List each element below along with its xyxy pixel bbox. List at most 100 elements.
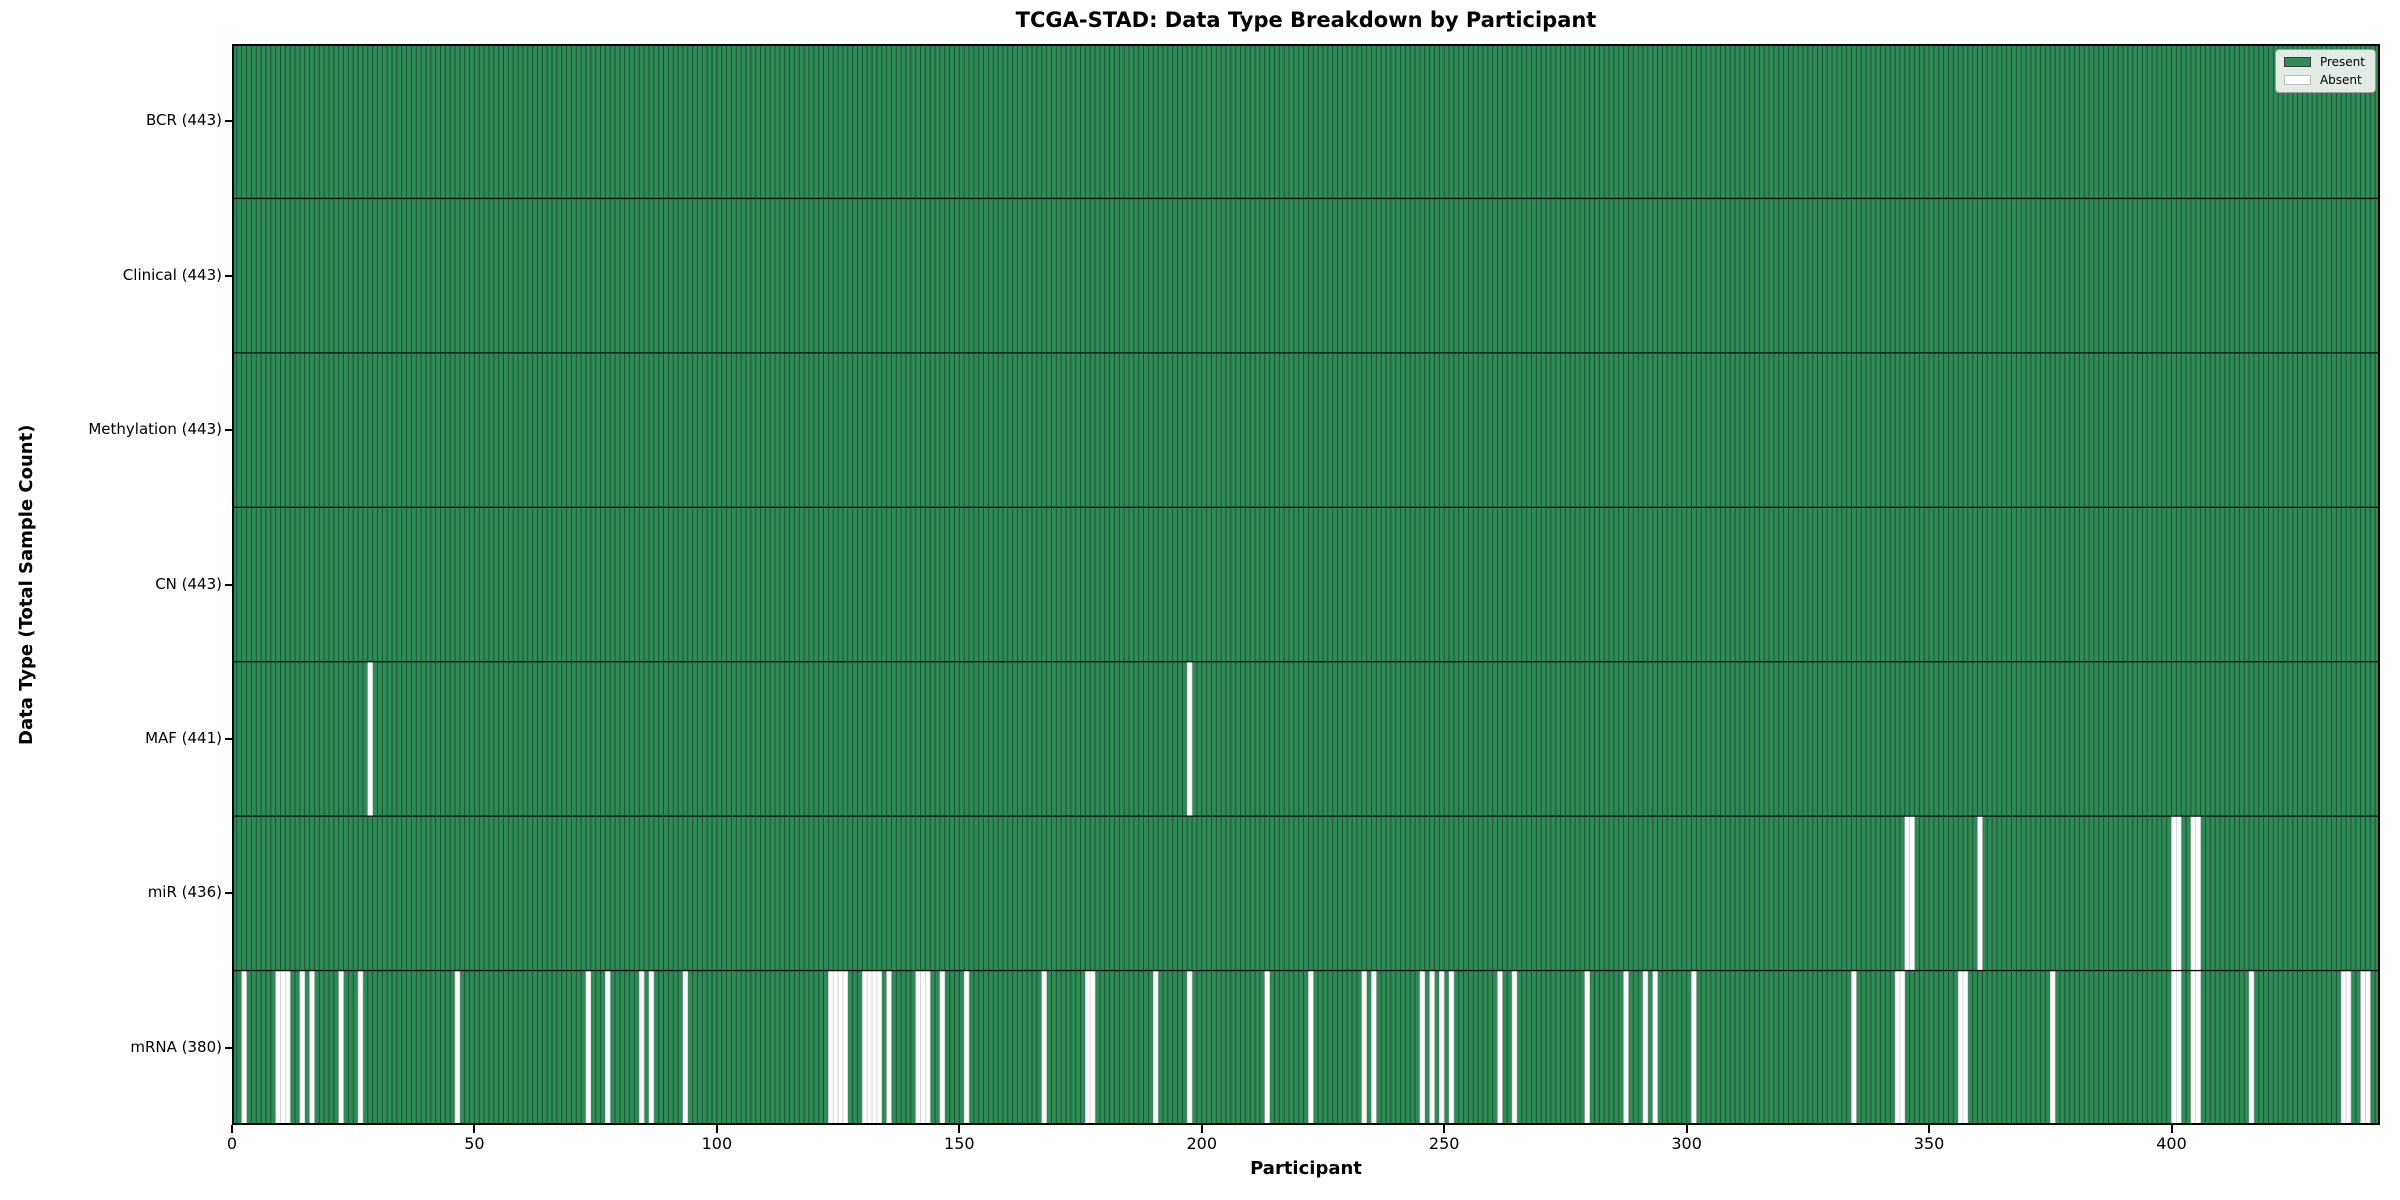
absent-cell	[2190, 815, 2197, 971]
x-tick-label: 200	[1186, 1134, 1218, 1153]
absent-cell	[1851, 970, 1857, 1125]
y-tick-mark	[225, 1046, 232, 1049]
absent-cell	[648, 970, 655, 1125]
x-tick-mark	[1928, 1125, 1931, 1133]
absent-cell	[2049, 970, 2056, 1125]
absent-cell	[1894, 970, 1901, 1125]
x-axis-title: Participant	[1250, 1158, 1362, 1179]
absent-cell	[284, 970, 291, 1125]
absent-cell	[1691, 970, 1697, 1125]
absent-cell	[605, 970, 611, 1125]
y-tick-label: Methylation (443)	[88, 420, 222, 439]
absent-cell	[275, 970, 281, 1125]
y-tick-label: Clinical (443)	[122, 265, 222, 284]
absent-cell	[828, 970, 834, 1125]
x-tick-label: 350	[1913, 1134, 1945, 1153]
chart-title: TCGA-STAD: Data Type Breakdown by Partic…	[1015, 8, 1597, 32]
cell-edge-lines	[236, 44, 2376, 1125]
absent-cell	[338, 970, 344, 1125]
absent-cell	[1085, 970, 1091, 1125]
y-tick-mark	[225, 274, 232, 277]
x-tick-mark	[1443, 1125, 1446, 1133]
absent-cell	[2195, 970, 2201, 1125]
absent-cell	[1041, 970, 1047, 1125]
absent-cell	[2195, 815, 2201, 971]
absent-cell	[2345, 970, 2352, 1125]
absent-cell	[832, 970, 839, 1125]
x-tick-mark	[2170, 1125, 2173, 1133]
absent-cell	[915, 970, 921, 1125]
absent-cell	[1186, 970, 1193, 1125]
absent-cell	[1977, 815, 1983, 971]
absent-cell	[866, 970, 873, 1125]
absent-cells	[241, 661, 2371, 1125]
absent-cell	[682, 970, 689, 1125]
y-tick-label: BCR (443)	[145, 111, 222, 130]
x-tick-label: 100	[701, 1134, 733, 1153]
absent-cell	[886, 970, 892, 1125]
legend-label-absent: Absent	[2319, 73, 2362, 87]
absent-cell	[1957, 970, 1964, 1125]
absent-cell	[963, 970, 970, 1125]
absent-cell	[925, 970, 931, 1125]
absent-cell	[1361, 970, 1367, 1125]
x-tick-mark	[715, 1125, 718, 1133]
present-background	[232, 44, 2380, 1125]
absent-cell	[2190, 970, 2197, 1125]
x-tick-mark	[473, 1125, 476, 1133]
absent-cell	[2365, 970, 2371, 1125]
absent-swatch-icon	[2283, 75, 2311, 85]
absent-cell	[871, 970, 878, 1125]
absent-cell	[1652, 970, 1658, 1125]
absent-cell	[1909, 815, 1915, 971]
legend-label-present: Present	[2319, 55, 2365, 69]
absent-cell	[1152, 970, 1159, 1125]
absent-cell	[2340, 970, 2347, 1125]
legend-entry-absent: Absent	[2283, 73, 2365, 87]
absent-cell	[1264, 970, 1270, 1125]
x-tick-label: 400	[2156, 1134, 2187, 1153]
absent-cell	[309, 970, 315, 1125]
absent-cell	[1497, 970, 1503, 1125]
absent-cell	[1419, 970, 1426, 1125]
absent-cell	[876, 970, 883, 1125]
absent-cell	[2171, 815, 2177, 971]
absent-cell	[241, 970, 247, 1125]
absent-cell	[939, 970, 946, 1125]
x-tick-label: 300	[1671, 1134, 1702, 1153]
absent-cell	[2175, 970, 2182, 1125]
absent-cell	[1899, 970, 1906, 1125]
absent-cell	[2171, 970, 2177, 1125]
y-tick-mark	[225, 429, 232, 432]
absent-cell	[638, 970, 645, 1125]
y-tick-label: MAF (441)	[145, 728, 222, 747]
absent-cell	[1511, 970, 1518, 1125]
y-tick-label: miR (436)	[147, 883, 222, 902]
y-tick-mark	[225, 583, 232, 586]
x-tick-label: 150	[944, 1134, 975, 1153]
absent-cell	[1448, 970, 1455, 1125]
y-tick-mark	[225, 892, 232, 895]
x-tick-label: 0	[226, 1134, 238, 1153]
absent-cell	[1623, 970, 1629, 1125]
absent-cell	[1089, 970, 1096, 1125]
y-tick-mark	[225, 120, 232, 123]
absent-cell	[842, 970, 849, 1125]
absent-cell	[920, 970, 926, 1125]
absent-cell	[1584, 970, 1591, 1125]
absent-cell	[1429, 970, 1435, 1125]
absent-cell	[1371, 970, 1377, 1125]
x-tick-mark	[1685, 1125, 1688, 1133]
legend-entry-present: Present	[2283, 55, 2365, 69]
absent-cell	[299, 970, 306, 1125]
y-tick-mark	[225, 737, 232, 740]
absent-cell	[861, 970, 868, 1125]
plot-border	[232, 44, 2380, 1125]
y-tick-label: mRNA (380)	[130, 1037, 222, 1056]
absent-cell	[1642, 970, 1649, 1125]
x-tick-label: 250	[1428, 1134, 1460, 1153]
legend: Present Absent	[2274, 49, 2376, 93]
absent-cell	[1438, 970, 1445, 1125]
plot-area	[232, 44, 2380, 1125]
